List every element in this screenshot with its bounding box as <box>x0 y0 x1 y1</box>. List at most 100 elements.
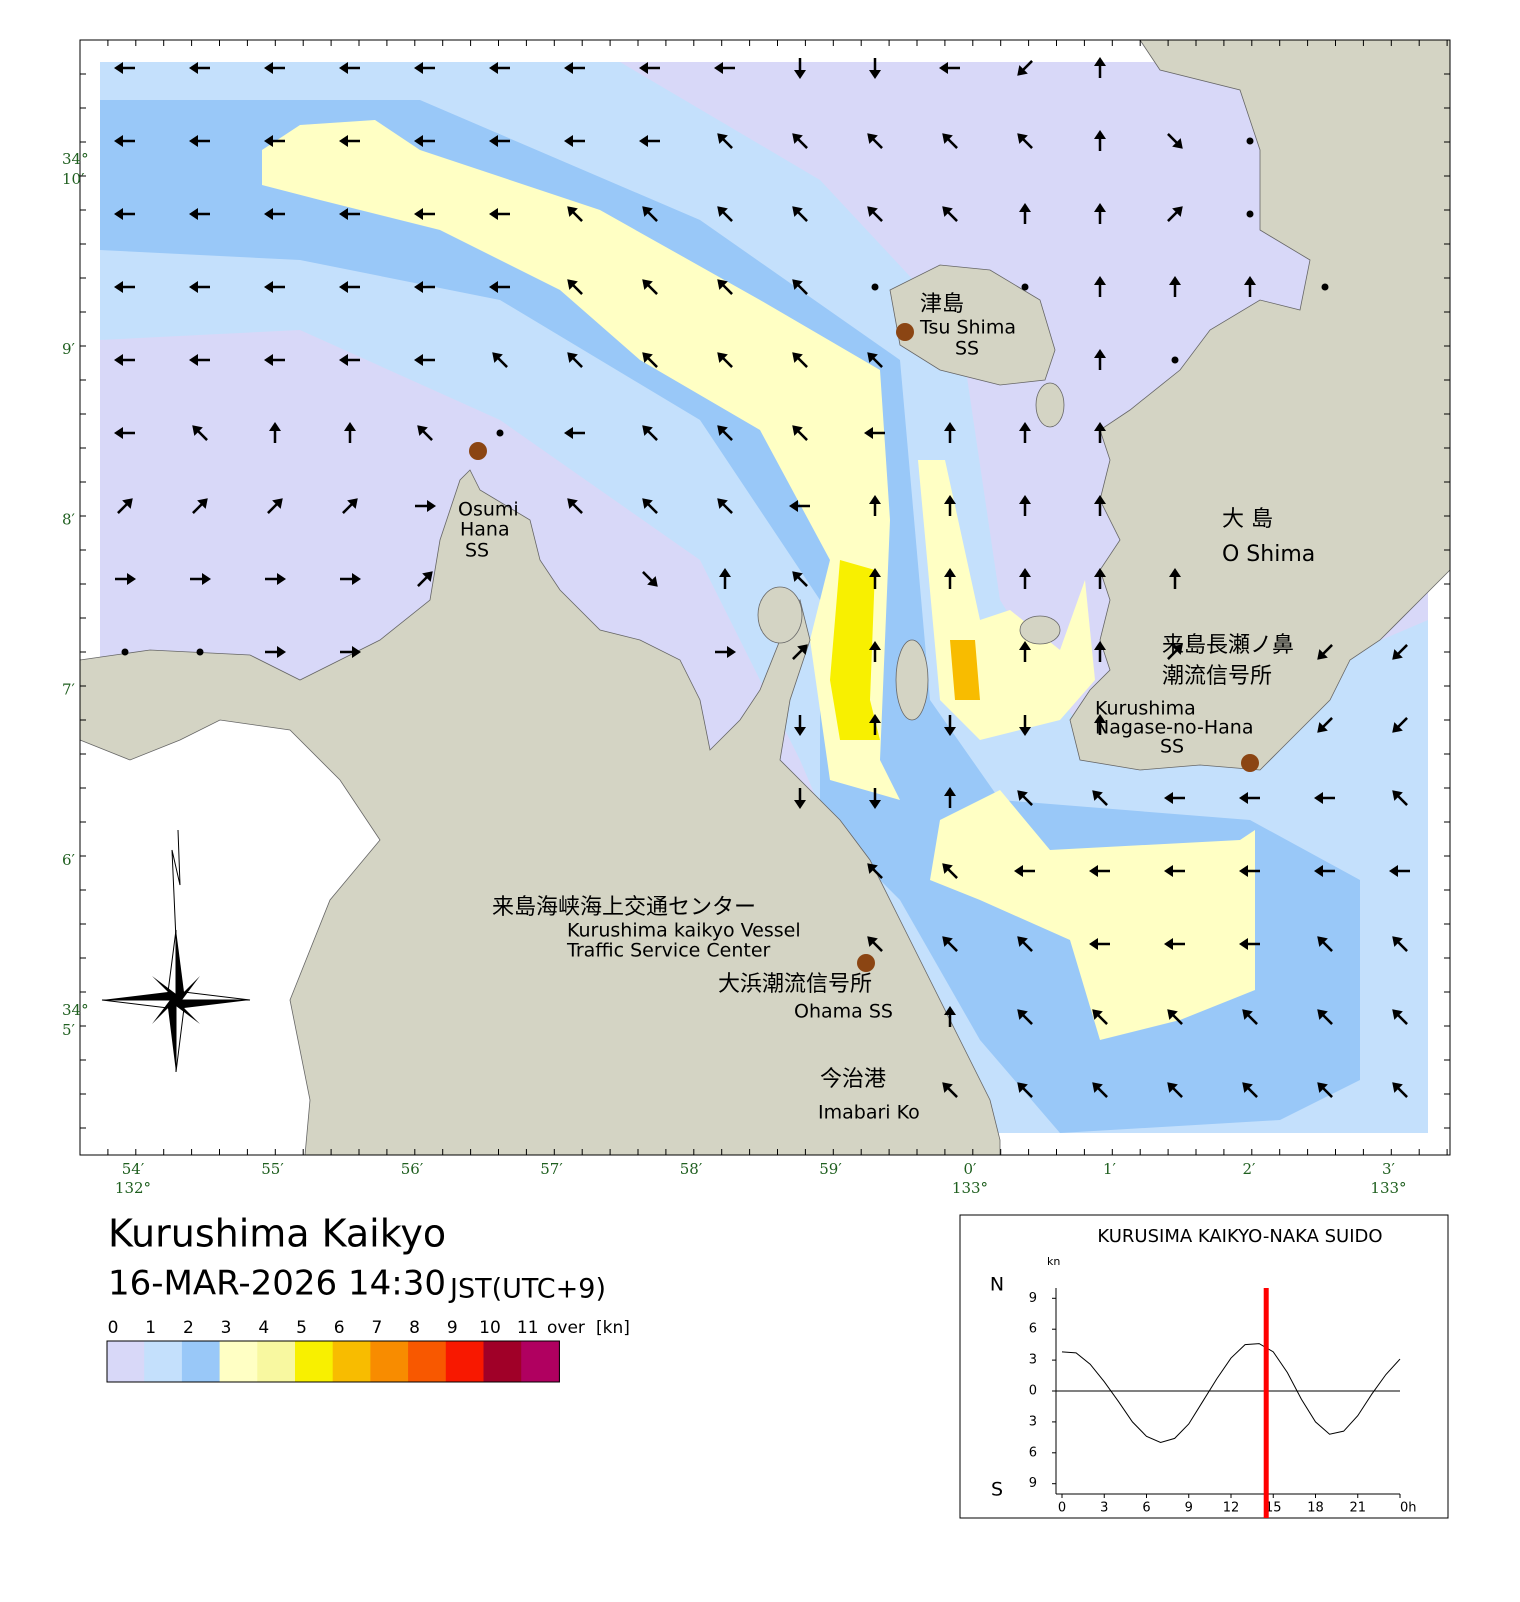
arrow-head <box>717 352 728 363</box>
current-arrow <box>414 354 435 366</box>
current-arrow <box>1167 206 1183 222</box>
lat-label: 8′ <box>62 510 76 528</box>
arrow-head <box>1392 722 1403 733</box>
current-still <box>871 283 879 291</box>
arrow-head <box>1392 936 1403 947</box>
current-arrow <box>1317 936 1333 952</box>
arrow-head <box>564 427 573 439</box>
current-arrow <box>867 206 883 222</box>
land <box>1069 39 1451 771</box>
place-label: 津島 <box>920 292 964 317</box>
arrow-head <box>1169 276 1181 285</box>
arrow-head <box>492 352 503 363</box>
arrow-head <box>867 206 878 217</box>
lon-label: 55′ <box>261 1160 284 1178</box>
arrow-head <box>1014 865 1023 877</box>
arrow-head <box>264 281 273 293</box>
arrow-head <box>567 352 578 363</box>
current-arrow <box>1014 865 1035 877</box>
current-arrow <box>567 279 583 295</box>
current-arrow <box>942 206 958 222</box>
arrow-head <box>489 135 498 147</box>
arrow-head <box>202 573 211 585</box>
y-tick-label: 6 <box>1029 1322 1037 1337</box>
current-arrow <box>265 573 286 585</box>
current-arrow <box>269 422 281 443</box>
current-still <box>1246 210 1254 218</box>
arrow-head <box>642 352 653 363</box>
x-tick-label: 0h <box>1400 1501 1417 1516</box>
arrow-head <box>797 644 808 655</box>
current-arrow <box>1314 792 1335 804</box>
current-arrow <box>1019 715 1031 736</box>
arrow-head <box>422 571 433 582</box>
arrow-head <box>639 62 648 74</box>
arrow-head <box>942 206 953 217</box>
current-still <box>1246 137 1254 145</box>
legend-label: 8 <box>409 1318 420 1338</box>
current-arrow <box>1094 57 1106 78</box>
arrow-head <box>414 281 423 293</box>
arrow-head <box>867 133 878 144</box>
current-arrow <box>1094 641 1106 662</box>
tide-chart: 9 6 3 0 3 6 9 0 3 6 9 12 15 18 21 0h <box>1029 1288 1417 1518</box>
current-arrow <box>1094 276 1106 297</box>
current-arrow <box>939 62 960 74</box>
current-arrow <box>1019 422 1031 443</box>
arrow-head <box>1392 1009 1403 1020</box>
arrow-head <box>642 498 653 509</box>
legend-label: 0 <box>108 1318 119 1338</box>
arrow-head <box>339 135 348 147</box>
lon-label: 54′ <box>122 1160 145 1178</box>
current-arrow <box>339 62 360 74</box>
arrow-head <box>792 279 803 290</box>
arrow-head <box>1314 792 1323 804</box>
current-arrow <box>1164 792 1185 804</box>
current-arrow <box>1089 865 1110 877</box>
arrow-head <box>1017 1009 1028 1020</box>
current-arrow <box>944 715 956 736</box>
arrow-head <box>489 281 498 293</box>
legend-label: 7 <box>371 1318 382 1338</box>
current-arrow <box>789 500 810 512</box>
arrow-head <box>1094 130 1106 139</box>
current-arrow <box>1167 133 1183 149</box>
current-arrow <box>1094 130 1106 151</box>
arrow-head <box>189 62 198 74</box>
place-label: Ohama SS <box>794 1001 893 1023</box>
arrow-head <box>269 422 281 431</box>
legend-label: 9 <box>447 1318 458 1338</box>
arrow-head <box>1094 568 1106 577</box>
current-arrow <box>339 208 360 220</box>
legend-swatch <box>445 1340 485 1383</box>
current-arrow <box>342 498 358 514</box>
legend-label: 10 <box>479 1318 501 1338</box>
lat-label: 5′ <box>62 1021 76 1039</box>
arrow-head <box>1314 865 1323 877</box>
arrow-head <box>942 133 953 144</box>
x-tick-label: 15 <box>1265 1501 1282 1516</box>
y-unit: kn <box>1047 1255 1060 1268</box>
current-arrow <box>1317 644 1333 660</box>
x-tick-label: 3 <box>1100 1501 1108 1516</box>
current-arrow <box>642 571 658 587</box>
current-arrow <box>717 425 733 441</box>
current-arrow <box>1244 276 1256 297</box>
current-arrow <box>794 58 806 79</box>
speed-band <box>950 640 980 700</box>
arrow-head <box>944 787 956 796</box>
arrow-head <box>1389 865 1398 877</box>
current-arrow <box>944 1006 956 1027</box>
arrow-head <box>867 936 878 947</box>
current-arrow <box>415 500 436 512</box>
current-arrow <box>942 863 958 879</box>
arrow-head <box>1164 792 1173 804</box>
lon-label: 0′ <box>964 1160 978 1178</box>
arrow-head <box>1172 206 1183 217</box>
current-arrow <box>489 208 510 220</box>
place-label: 今治港 <box>820 1067 886 1092</box>
arrow-head <box>789 500 798 512</box>
arrow-head <box>1244 276 1256 285</box>
arrow-head <box>1017 133 1028 144</box>
